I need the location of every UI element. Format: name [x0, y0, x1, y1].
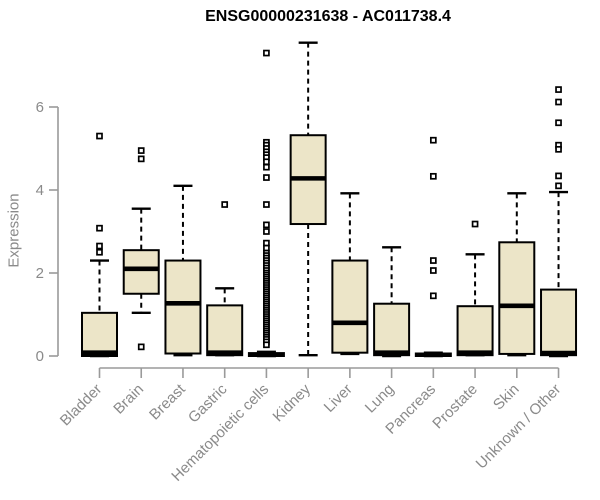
outlier-point: [263, 174, 270, 181]
x-tick-label: Lung: [362, 381, 398, 417]
box: [81, 311, 118, 357]
outlier-point: [137, 155, 145, 163]
box: [456, 305, 494, 357]
outlier-point: [555, 86, 562, 93]
x-tick-label: Kidney: [270, 380, 315, 425]
outlier-point: [555, 172, 562, 180]
chart-title: ENSG00000231638 - AC011738.4: [205, 8, 451, 25]
outlier-point: [263, 341, 270, 349]
outlier-point: [555, 119, 562, 127]
outlier-point: [555, 182, 562, 190]
outlier-point: [137, 343, 145, 351]
outlier-point: [263, 228, 270, 235]
outlier-point: [263, 163, 270, 171]
y-tick-label: 0: [36, 348, 44, 365]
outlier-point: [263, 158, 270, 166]
box: [164, 259, 202, 355]
outlier-point: [96, 248, 103, 256]
outlier-point: [429, 172, 437, 180]
outlier-point: [555, 145, 562, 153]
outlier-point: [263, 221, 270, 229]
x-tick-label: Bladder: [57, 381, 106, 430]
box: [498, 241, 536, 355]
outlier-point: [96, 224, 103, 232]
outlier-point: [471, 220, 479, 228]
x-tick-label: Liver: [321, 381, 356, 416]
box: [331, 259, 369, 354]
outlier-point: [429, 292, 437, 300]
box: [540, 288, 578, 357]
y-tick-label: 2: [36, 265, 44, 282]
box: [206, 304, 244, 357]
x-tick-label: Prostate: [429, 381, 481, 433]
outlier-point: [429, 136, 437, 144]
box: [122, 249, 160, 295]
outlier-point: [137, 147, 145, 154]
outlier-point: [429, 267, 437, 274]
outlier-point: [96, 132, 103, 140]
outlier-point: [263, 49, 270, 57]
y-tick-label: 4: [36, 182, 44, 199]
box: [373, 302, 411, 357]
x-tick-label: Brain: [110, 381, 147, 418]
y-tick-label: 6: [36, 99, 44, 116]
x-tick-label: Skin: [490, 381, 523, 414]
outlier-point: [263, 201, 270, 208]
outlier-point: [96, 242, 103, 250]
outlier-point: [429, 257, 437, 264]
outlier-point: [221, 201, 229, 208]
outlier-point: [555, 98, 562, 106]
x-tick-label: Breast: [146, 380, 189, 423]
